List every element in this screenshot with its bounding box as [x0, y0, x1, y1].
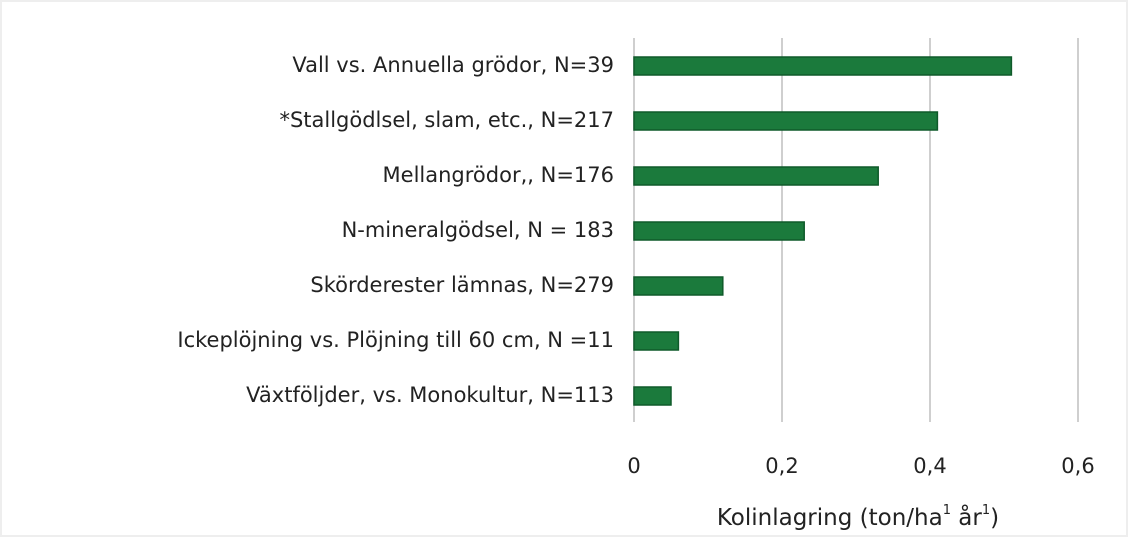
- y-tick-label: Vall vs. Annuella grödor, N=39: [292, 53, 614, 77]
- x-tick-label: 0,2: [765, 454, 798, 478]
- bar: [633, 386, 672, 406]
- y-tick-label: N-mineralgödsel, N = 183: [342, 218, 614, 242]
- x-label-sup: 1: [982, 503, 990, 518]
- bar: [633, 331, 680, 351]
- x-tick-label: 0,6: [1061, 454, 1094, 478]
- bar: [633, 276, 724, 296]
- y-tick-label: Ickeplöjning vs. Plöjning till 60 cm, N …: [177, 328, 614, 352]
- x-label-sup: 1: [943, 503, 951, 518]
- bar: [633, 166, 879, 186]
- bar: [633, 111, 939, 131]
- y-tick-label: Mellangrödor,, N=176: [383, 163, 614, 187]
- x-tick-label: 0,4: [913, 454, 946, 478]
- bar: [633, 221, 805, 241]
- y-tick-label: Skörderester lämnas, N=279: [310, 273, 614, 297]
- x-tick-label: 0: [627, 454, 640, 478]
- y-tick-label: Växtföljder, vs. Monokultur, N=113: [246, 383, 614, 407]
- x-label-part: Kolinlagring (ton/ha: [717, 505, 943, 531]
- x-label-part: år: [951, 503, 982, 531]
- y-tick-label: *Stallgödlsel, slam, etc., N=217: [279, 108, 614, 132]
- x-label-part: ): [990, 505, 999, 531]
- bar: [633, 56, 1013, 76]
- x-axis-label: Kolinlagring (ton/ha1 år1): [717, 503, 999, 531]
